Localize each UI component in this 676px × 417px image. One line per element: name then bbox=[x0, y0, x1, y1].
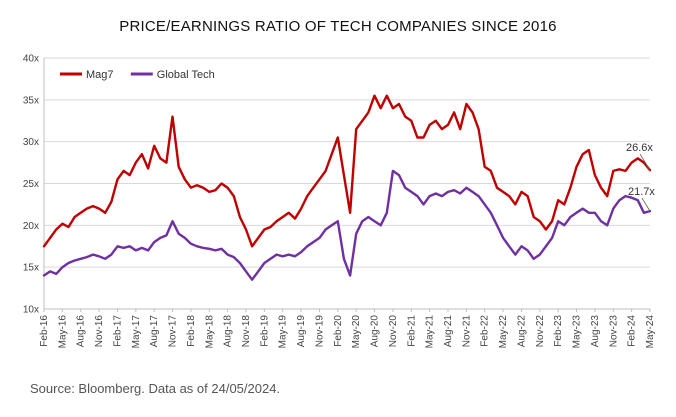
series-lines bbox=[42, 94, 652, 281]
x-tick-label: Aug-17 bbox=[149, 315, 160, 348]
source-note: Source: Bloomberg. Data as of 24/05/2024… bbox=[30, 381, 281, 396]
mag7-end-label: 26.6x bbox=[626, 142, 653, 154]
y-tick-label: 10x bbox=[23, 305, 39, 316]
x-tick-label: Nov-20 bbox=[388, 315, 399, 348]
x-tick-label: Feb-21 bbox=[406, 315, 417, 347]
global-tech-end-label: 21.7x bbox=[628, 186, 655, 198]
y-tick-label: 25x bbox=[23, 179, 39, 190]
y-tick-label: 35x bbox=[23, 95, 39, 106]
x-tick-label: Nov-16 bbox=[94, 315, 105, 348]
y-tick-label: 30x bbox=[23, 137, 39, 148]
x-tick-label: May-20 bbox=[351, 315, 362, 349]
x-tick-label: Feb-19 bbox=[259, 315, 270, 347]
x-tick-label: Feb-24 bbox=[627, 315, 638, 347]
x-tick-label: May-22 bbox=[498, 315, 509, 349]
grid-lines bbox=[44, 57, 650, 310]
y-tick-label: 20x bbox=[23, 221, 39, 232]
y-axis: 10x 15x 20x 25x 30x 35x 40x bbox=[23, 54, 45, 316]
x-tick-label: Feb-18 bbox=[186, 315, 197, 347]
legend-label-mag7: Mag7 bbox=[86, 69, 114, 81]
x-tick-label: Nov-23 bbox=[608, 315, 619, 348]
end-labels: 26.6x 21.7x bbox=[626, 142, 655, 212]
x-tick-label: Nov-17 bbox=[168, 315, 179, 348]
x-tick-label: Aug-16 bbox=[76, 315, 87, 348]
legend: Mag7 Global Tech bbox=[60, 69, 215, 81]
x-tick-label: Nov-19 bbox=[314, 315, 325, 348]
x-tick-label: May-17 bbox=[131, 315, 142, 349]
x-tick-label: Aug-21 bbox=[443, 315, 454, 348]
global-tech-series-line bbox=[42, 169, 652, 281]
x-tick-label: Aug-18 bbox=[223, 315, 234, 348]
global-tech-leader-line bbox=[641, 197, 651, 212]
x-tick-label: Aug-19 bbox=[296, 315, 307, 348]
legend-label-global-tech: Global Tech bbox=[157, 69, 215, 81]
x-tick-label: Aug-23 bbox=[590, 315, 601, 348]
x-tick-label: Nov-21 bbox=[461, 315, 472, 348]
x-tick-label: May-19 bbox=[278, 315, 289, 349]
x-tick-label: May-24 bbox=[645, 315, 656, 349]
x-tick-label: Feb-17 bbox=[112, 315, 123, 347]
x-tick-label: Aug-20 bbox=[370, 315, 381, 348]
x-tick-label: May-21 bbox=[425, 315, 436, 349]
x-tick-label: Aug-22 bbox=[516, 315, 527, 348]
mag7-leader-line bbox=[639, 153, 651, 171]
x-tick-label: Nov-18 bbox=[241, 315, 252, 348]
y-tick-label: 40x bbox=[23, 54, 39, 65]
x-tick-label: Feb-22 bbox=[480, 315, 491, 347]
mag7-series-line bbox=[42, 94, 652, 248]
x-tick-label: Feb-20 bbox=[333, 315, 344, 347]
x-tick-label: May-16 bbox=[57, 315, 68, 349]
y-tick-label: 15x bbox=[23, 263, 39, 274]
x-tick-label: May-23 bbox=[572, 315, 583, 349]
chart-title: PRICE/EARNINGS RATIO OF TECH COMPANIES S… bbox=[119, 18, 557, 35]
x-tick-label: Nov-22 bbox=[535, 315, 546, 348]
x-axis: Feb-16 May-16 Aug-16 Nov-16 Feb-17 May-17 Aug-… bbox=[39, 309, 656, 348]
x-tick-label: Feb-23 bbox=[553, 315, 564, 347]
x-tick-label: May-18 bbox=[204, 315, 215, 349]
x-tick-label: Feb-16 bbox=[39, 315, 50, 347]
